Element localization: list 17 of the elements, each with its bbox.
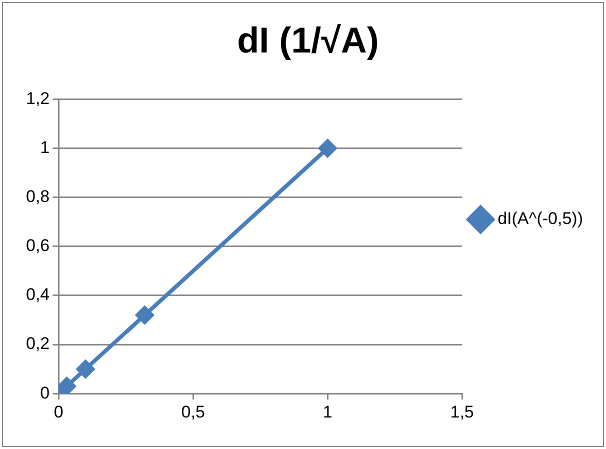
y-tick-label: 0,2 [26,334,50,354]
point [136,306,154,324]
chart-title: dI (1/√A) [237,20,379,61]
x-tick-label: 0,5 [181,402,205,422]
y-tick-label: 1 [40,138,50,157]
y-tick-label: 0,6 [26,236,50,256]
y-tick-label: 1,2 [26,88,50,108]
y-tick-label: 0,8 [26,187,50,206]
x-tick-label: 1,5 [450,402,474,422]
point [58,377,76,394]
point [76,360,95,378]
x-tick-label: 0 [54,402,64,422]
y-tick-label: 0,4 [26,285,50,304]
point [318,139,337,158]
x-tick-label: 1 [322,402,332,422]
y-tick-label: 0 [40,383,50,402]
legend-label: dI(A^(-0,5)) [498,209,584,228]
